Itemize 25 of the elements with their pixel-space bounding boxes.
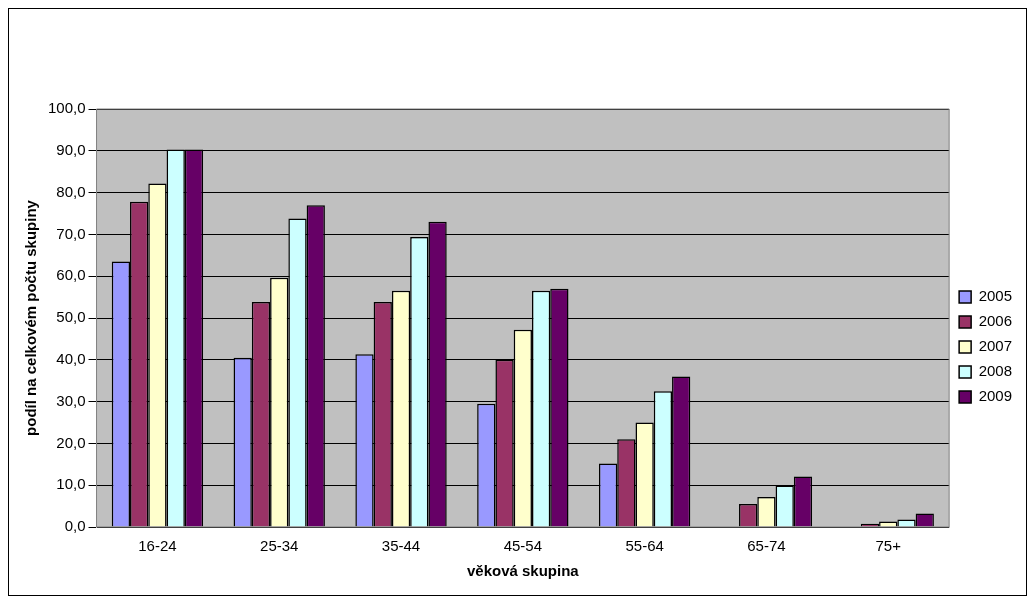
legend-label: 2007 [978, 337, 1013, 355]
y-tick-label: 100,0 [47, 99, 86, 117]
legend-label: 2009 [978, 387, 1013, 405]
y-tick-label: 50,0 [56, 308, 86, 326]
y-tick-label: 10,0 [56, 475, 86, 493]
x-tick-label: 25-34 [260, 537, 299, 555]
y-tick-label: 70,0 [56, 224, 86, 242]
x-tick-label: 35-44 [381, 537, 421, 555]
x-tick-label: 65-74 [747, 537, 786, 555]
y-tick-label: 30,0 [56, 391, 86, 409]
legend-label: 2006 [978, 312, 1013, 330]
x-axis-title: věková skupina [466, 562, 580, 580]
legend-label: 2005 [978, 287, 1013, 305]
legend-label: 2008 [978, 362, 1013, 380]
y-tick-label: 40,0 [56, 349, 86, 367]
x-tick-label: 75+ [875, 537, 902, 555]
y-tick-label: 20,0 [56, 433, 86, 451]
y-tick-label: 0,0 [64, 517, 86, 535]
y-tick-label: 60,0 [56, 266, 86, 284]
x-tick-label: 45-54 [503, 537, 543, 555]
y-tick-label: 80,0 [56, 182, 86, 200]
x-tick-label: 55-64 [625, 537, 664, 555]
x-tick-label: 16-24 [138, 537, 177, 555]
y-axis-title: podíl na celkovém počtu skupiny [22, 199, 40, 436]
y-tick-label: 90,0 [56, 140, 86, 158]
